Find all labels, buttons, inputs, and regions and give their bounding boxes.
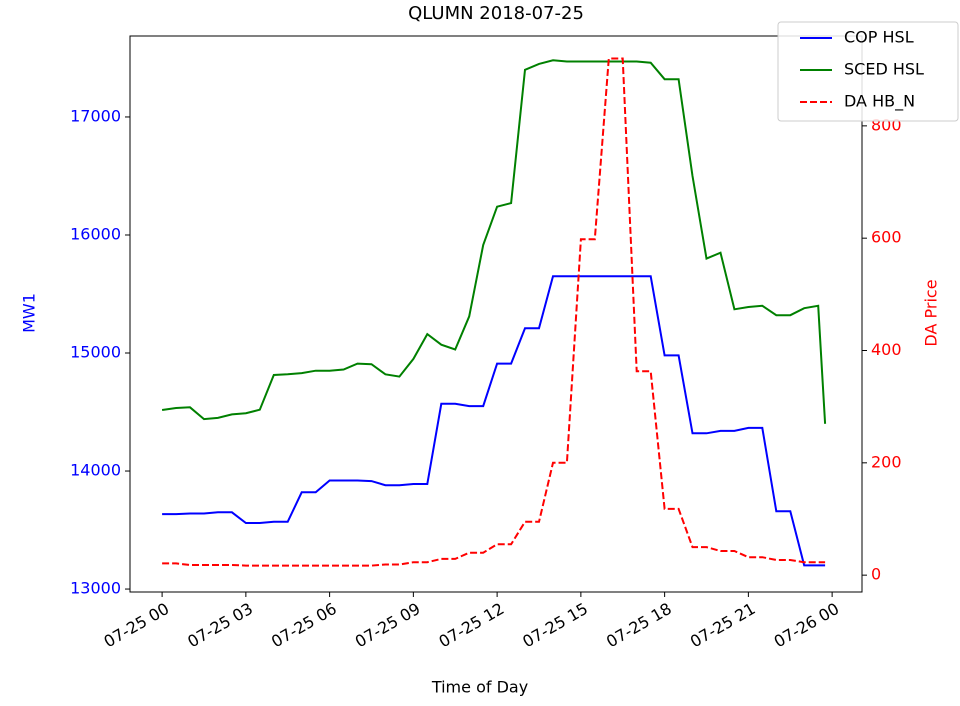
x-tick-label: 07-26 00 [771,599,843,651]
x-tick-label: 07-25 18 [603,599,675,651]
series-line [161,59,827,424]
y-tick-label: 15000 [70,343,121,362]
x-tick-label: 07-25 00 [101,599,173,651]
y2-axis-label: DA Price [922,279,941,346]
y2-tick-label: 0 [871,565,881,584]
x-axis-label: Time of Day [431,678,528,697]
y-axis-label: MW1 [20,293,39,333]
x-tick-label: 07-25 15 [519,599,591,651]
y-tick-label: 16000 [70,224,121,243]
legend-label: SCED HSL [844,60,924,79]
chart-title: QLUMN 2018-07-25 [408,3,584,24]
plot-frame [129,35,863,593]
x-tick-label: 07-25 21 [687,599,759,651]
y-tick-label: 14000 [70,461,121,480]
x-tick-label: 07-25 09 [352,599,424,651]
y-tick-label: 13000 [70,579,121,598]
series-line [162,275,826,567]
x-tick-label: 07-25 03 [184,599,256,651]
legend-box [777,21,959,122]
x-tick-label: 07-25 12 [436,599,508,651]
legend-label: DA HB_N [844,92,915,112]
x-tick-label: 07-25 06 [268,599,340,651]
legend-label: COP HSL [844,28,914,47]
y-tick-label: 17000 [70,106,121,125]
y2-tick-label: 600 [871,228,902,247]
y2-tick-label: 400 [871,340,902,359]
series-line [162,57,826,567]
y2-tick-label: 200 [871,452,902,471]
